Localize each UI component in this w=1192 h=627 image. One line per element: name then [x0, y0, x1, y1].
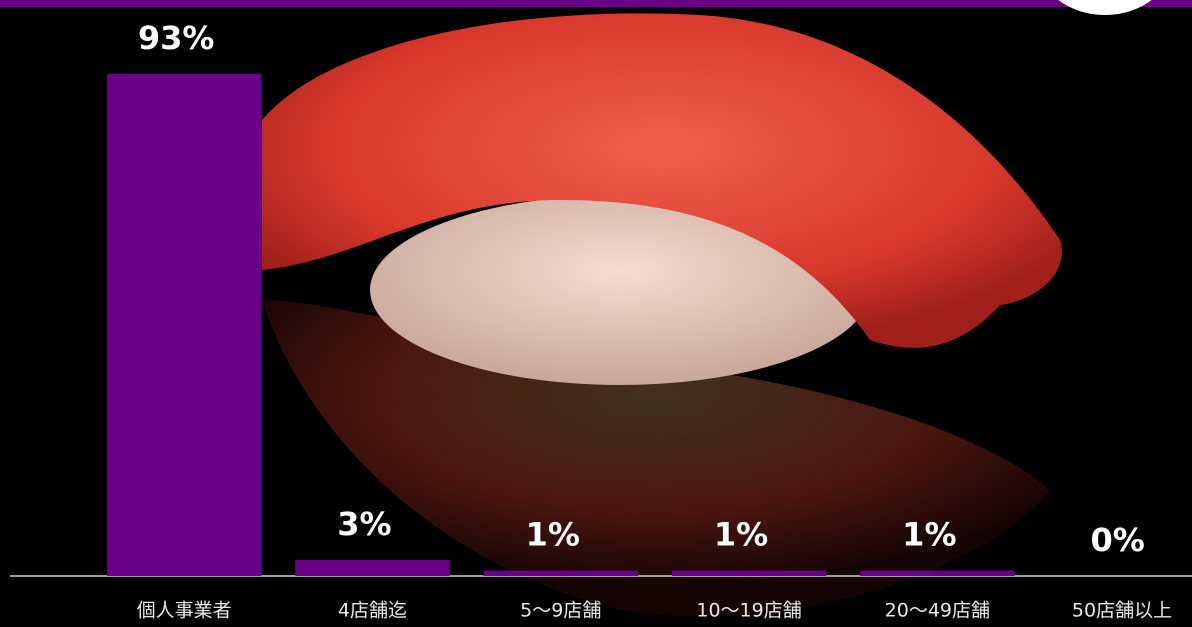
x-tick-label: 20〜49店舗: [885, 600, 990, 622]
x-tick-label: 4店舗迄: [338, 600, 407, 622]
value-label: 1%: [526, 516, 580, 554]
top-band: [0, 0, 1192, 7]
x-tick-label: 50店舗以上: [1072, 600, 1172, 622]
x-tick-label: 個人事業者: [137, 600, 232, 622]
bar: [106, 73, 262, 577]
bar: [671, 570, 827, 576]
value-label: 93%: [138, 19, 215, 57]
bar: [483, 570, 638, 576]
value-label: 1%: [714, 516, 768, 554]
corner-circle: [1058, 0, 1152, 15]
value-label: 3%: [337, 505, 391, 543]
x-tick-label: 10〜19店舗: [696, 600, 801, 622]
value-label: 1%: [902, 516, 956, 554]
x-tick-label: 5〜9店舗: [520, 600, 601, 622]
bar: [295, 559, 450, 576]
value-label: 0%: [1090, 521, 1144, 559]
sushi-photo: [262, 13, 1062, 617]
bar: [860, 570, 1015, 576]
